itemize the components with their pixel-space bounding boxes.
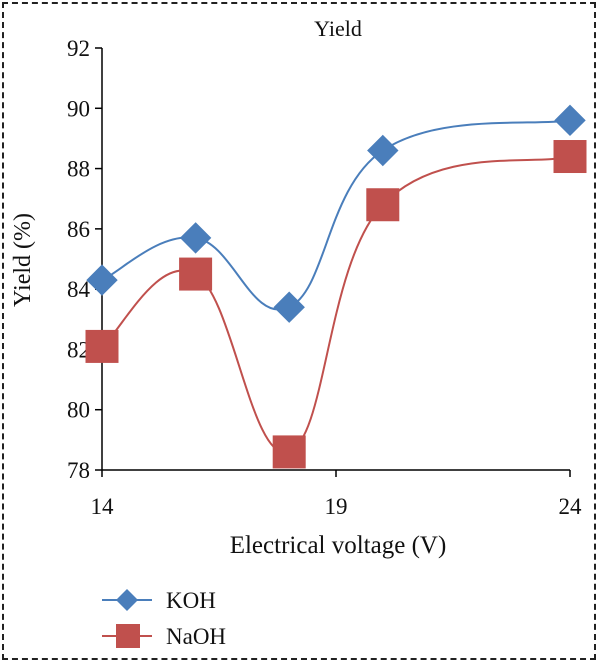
x-tick-label: 14	[91, 494, 115, 519]
y-tick-label: 88	[67, 157, 90, 182]
legend-label-koh: KOH	[166, 588, 216, 613]
legend-marker-koh	[116, 589, 138, 611]
x-tick-label: 19	[325, 494, 348, 519]
data-point-naoh	[366, 188, 400, 222]
chart-title: Yield	[314, 16, 362, 41]
x-axis-label: Electrical voltage (V)	[230, 532, 447, 559]
data-point-koh	[179, 222, 212, 254]
legend: KOH NaOH	[102, 588, 226, 649]
y-tick-label: 90	[67, 96, 90, 121]
data-point-naoh	[179, 257, 213, 291]
legend-label-naoh: NaOH	[166, 624, 226, 649]
plot-area	[85, 104, 587, 469]
y-tick-label: 86	[67, 217, 90, 242]
data-point-naoh	[85, 329, 119, 363]
x-tick-label: 24	[559, 494, 583, 519]
data-point-koh	[367, 134, 399, 167]
y-axis-label: Yield (%)	[10, 213, 36, 307]
axes: 78 80 82 84 86 88 90 92 14 19 24	[67, 36, 582, 519]
y-tick-label: 80	[67, 398, 90, 423]
data-point-naoh	[553, 140, 587, 174]
series-line-koh	[101, 119, 571, 311]
data-point-koh	[554, 104, 586, 137]
y-tick-label: 82	[67, 337, 90, 362]
y-tick-label: 84	[67, 277, 91, 302]
y-tick-label: 92	[67, 36, 90, 61]
data-point-koh	[86, 264, 118, 296]
y-tick-label: 78	[67, 458, 90, 483]
data-point-koh	[273, 291, 305, 323]
data-point-naoh	[272, 435, 306, 469]
series-line-naoh	[101, 155, 571, 454]
legend-marker-naoh	[116, 624, 140, 648]
